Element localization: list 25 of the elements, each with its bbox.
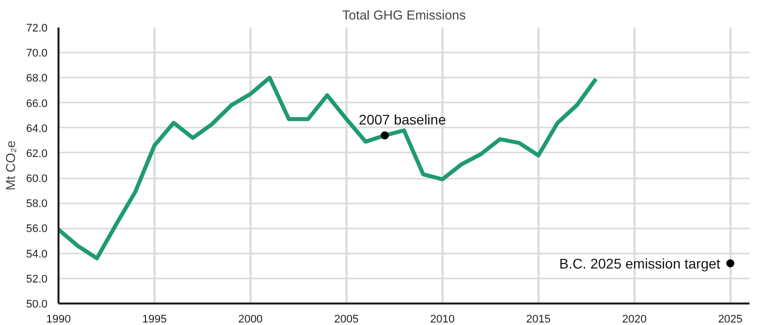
y-tick-label: 70.0 [26, 48, 48, 60]
y-tick-label: 66.0 [26, 98, 48, 110]
line-series [58, 76, 598, 260]
x-tick-label: 1990 [46, 314, 71, 325]
y-axis-title: Mt CO₂e [3, 140, 18, 190]
y-tick-label: 54.0 [26, 248, 48, 260]
annotation: B.C. 2025 emission target [559, 255, 720, 272]
y-tick-label: 60.0 [26, 173, 48, 186]
y-tick-label: 52.0 [26, 273, 48, 286]
x-tick-label: 2015 [526, 314, 551, 325]
y-tick-label: 64.0 [26, 122, 48, 135]
annotation: 2007 baseline [358, 111, 446, 128]
x-tick-label: 2020 [622, 314, 647, 325]
y-tick-label: 56.0 [26, 223, 48, 236]
chart-title: Total GHG Emissions [342, 8, 466, 22]
y-tick-label: 72.0 [26, 22, 48, 34]
x-tick-label: 2025 [718, 314, 743, 325]
y-tick-label: 58.0 [26, 198, 48, 210]
x-tick-label: 2000 [238, 314, 263, 325]
x-tick-label: 1995 [142, 314, 167, 325]
y-tick-label: 62.0 [26, 148, 48, 160]
x-tick-label: 2005 [334, 314, 359, 325]
y-tick-label: 68.0 [26, 72, 48, 85]
y-tick-label: 50.0 [26, 298, 48, 310]
x-tick-label: 2010 [430, 314, 455, 325]
